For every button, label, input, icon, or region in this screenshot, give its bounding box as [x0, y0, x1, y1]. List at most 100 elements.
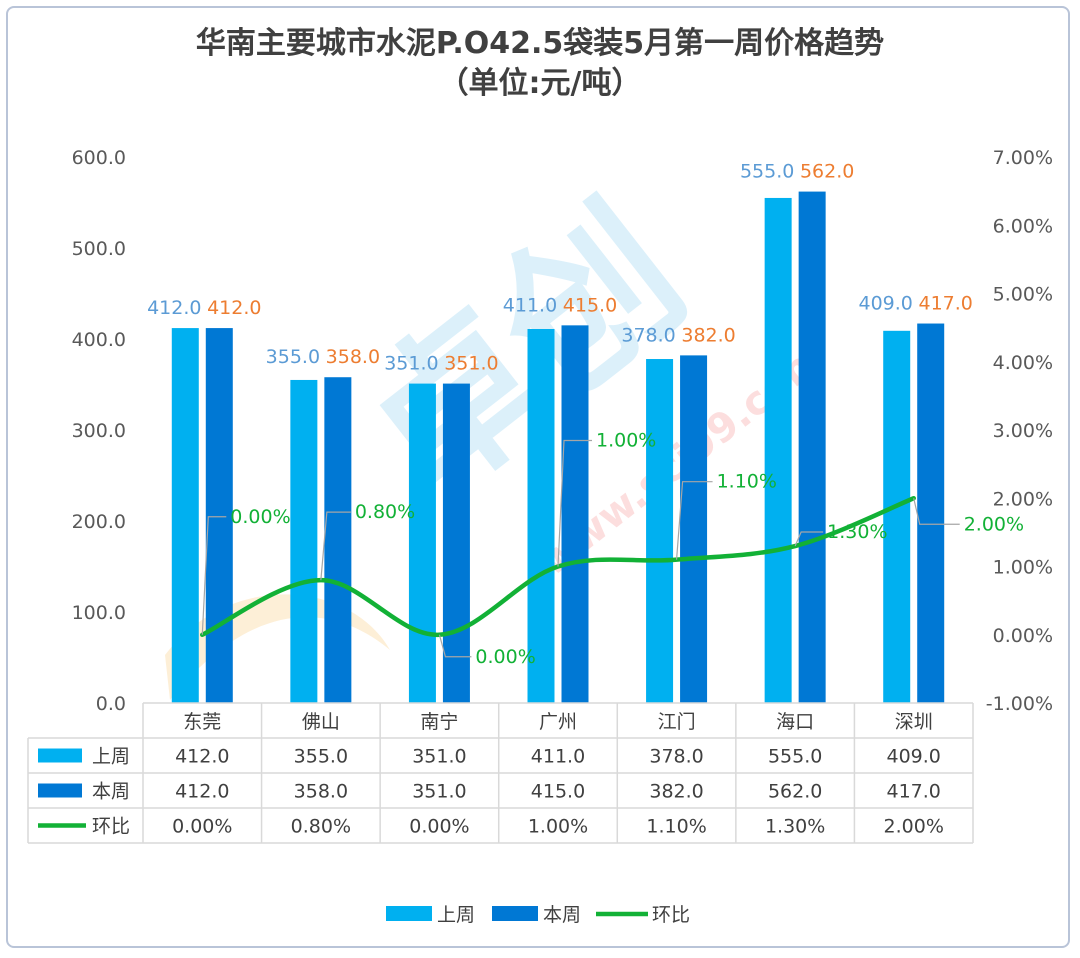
table-cell: 417.0 — [887, 781, 941, 803]
mom-leader-line — [557, 439, 592, 567]
label-mom: 0.00% — [475, 646, 535, 668]
mom-leader-line — [794, 531, 824, 547]
y-left-tick-label: 100.0 — [72, 602, 126, 624]
bar-this-week — [680, 355, 708, 703]
table-category-label: 广州 — [539, 711, 577, 733]
table-cell: 415.0 — [531, 781, 585, 803]
table-cell: 1.30% — [765, 816, 825, 838]
label-mom: 1.00% — [596, 430, 656, 452]
chart-title-line-1: 华南主要城市水泥P.O42.5袋装5月第一周价格趋势 — [195, 26, 885, 61]
bar-this-week — [561, 325, 589, 703]
legend-label-this-week: 本周 — [543, 904, 581, 926]
mom-leader-line — [438, 634, 472, 658]
label-last-week: 378.0 — [621, 324, 675, 346]
table-cell: 2.00% — [884, 816, 944, 838]
label-this-week: 382.0 — [681, 324, 735, 346]
y-left-tick-label: 200.0 — [72, 511, 126, 533]
chart-title: 华南主要城市水泥P.O42.5袋装5月第一周价格趋势 （单位:元/吨） — [0, 24, 1080, 104]
y-right-tick-label: 5.00% — [993, 284, 1053, 306]
mom-leader-line — [201, 516, 227, 635]
label-mom: 1.10% — [717, 471, 777, 493]
table-category-label: 海口 — [776, 711, 814, 733]
table-category-label: 东莞 — [183, 711, 221, 733]
bar-last-week — [171, 328, 199, 703]
table-cell: 378.0 — [649, 746, 703, 768]
chart-title-line-2: （单位:元/吨） — [438, 66, 642, 101]
table-key-swatch — [38, 748, 82, 763]
bars — [171, 191, 945, 703]
table-cell: 1.10% — [646, 816, 706, 838]
y-right-tick-label: -1.00% — [986, 693, 1053, 715]
y-right-tick-label: 1.00% — [993, 557, 1053, 579]
label-last-week: 412.0 — [147, 297, 201, 319]
table-cell: 351.0 — [412, 781, 466, 803]
table-cell: 411.0 — [531, 746, 585, 768]
watermark: 卓创www.sci99.com — [165, 172, 833, 700]
label-this-week: 412.0 — [207, 297, 261, 319]
y-right-tick-label: 4.00% — [993, 352, 1053, 374]
table-cell: 562.0 — [768, 781, 822, 803]
bar-last-week — [527, 328, 555, 703]
table-category-label: 江门 — [658, 711, 696, 733]
label-this-week: 415.0 — [563, 294, 617, 316]
label-last-week: 411.0 — [503, 294, 557, 316]
y-right-tick-label: 2.00% — [993, 488, 1053, 510]
y-left-tick-label: 0.0 — [96, 693, 126, 715]
label-this-week: 351.0 — [444, 353, 498, 375]
bar-last-week — [646, 359, 674, 703]
legend: 上周 本周 环比 — [386, 904, 690, 926]
y-left-tick-label: 600.0 — [72, 147, 126, 169]
table-category-label: 南宁 — [420, 711, 458, 733]
label-last-week: 355.0 — [266, 346, 320, 368]
y-right-tick-label: 3.00% — [993, 420, 1053, 442]
table-cell: 412.0 — [175, 781, 229, 803]
label-this-week: 358.0 — [326, 346, 380, 368]
label-last-week: 409.0 — [859, 293, 913, 315]
table-row-header: 环比 — [92, 816, 130, 838]
label-mom: 0.80% — [355, 501, 415, 523]
table-row-header: 本周 — [92, 781, 130, 803]
y-left-tick-label: 300.0 — [72, 420, 126, 442]
legend-label-mom: 环比 — [652, 904, 690, 926]
bar-this-week — [442, 383, 470, 703]
table-cell: 1.00% — [528, 816, 588, 838]
label-last-week: 351.0 — [384, 353, 438, 375]
table-cell: 382.0 — [649, 781, 703, 803]
mom-leader-line — [320, 511, 351, 581]
label-last-week: 555.0 — [740, 161, 794, 183]
axes: 600.0 500.0 400.0 300.0 200.0 100.0 0.0 7.00% 6.… — [72, 147, 1053, 715]
bar-this-week — [798, 191, 826, 703]
legend-swatch-this-week — [492, 906, 538, 921]
label-this-week: 562.0 — [800, 161, 854, 183]
table-cell: 555.0 — [768, 746, 822, 768]
table-category-label: 佛山 — [302, 711, 340, 733]
legend-label-last-week: 上周 — [437, 904, 475, 926]
y-right-tick-label: 0.00% — [993, 625, 1053, 647]
bar-this-week — [324, 377, 352, 703]
legend-swatch-last-week — [386, 906, 432, 921]
y-right-tick-label: 7.00% — [993, 147, 1053, 169]
bar-last-week — [764, 197, 792, 703]
mom-leader-line — [675, 481, 713, 560]
table-row-header: 上周 — [92, 746, 130, 768]
table-category-label: 深圳 — [895, 711, 933, 733]
table-cell: 409.0 — [887, 746, 941, 768]
table-cell: 0.80% — [291, 816, 351, 838]
y-right-tick-label: 6.00% — [993, 215, 1053, 237]
y-left-tick-label: 500.0 — [72, 238, 126, 260]
bar-this-week — [205, 328, 233, 703]
bar-last-week — [883, 330, 911, 703]
table-cell: 412.0 — [175, 746, 229, 768]
table-cell: 358.0 — [294, 781, 348, 803]
label-this-week: 417.0 — [919, 293, 973, 315]
bar-last-week — [408, 383, 436, 703]
y-left-tick-label: 400.0 — [72, 329, 126, 351]
label-mom: 1.30% — [827, 521, 887, 543]
bar-last-week — [290, 379, 318, 703]
table-cell: 0.00% — [409, 816, 469, 838]
table-key-swatch — [38, 783, 82, 798]
table-cell: 355.0 — [294, 746, 348, 768]
